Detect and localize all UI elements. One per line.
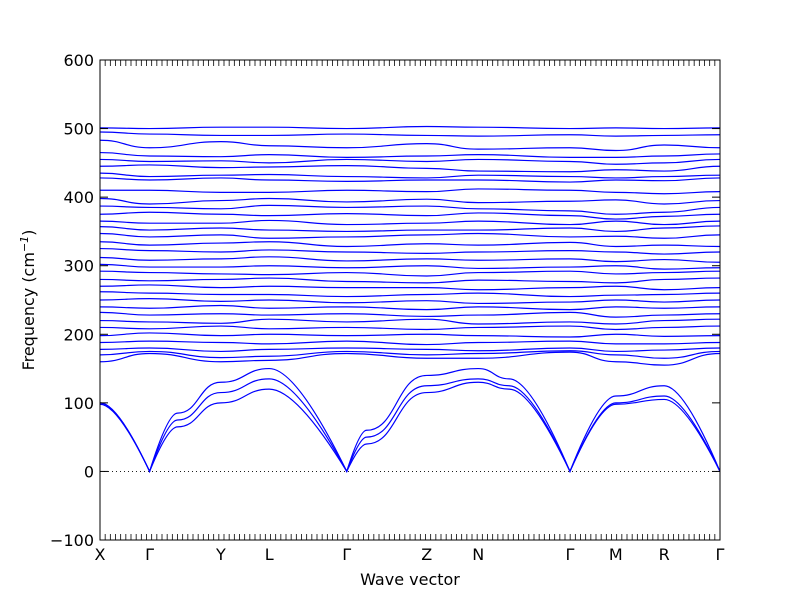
y-tick-label: 200: [63, 325, 94, 344]
phonon-band-line: [99, 232, 721, 239]
x-tick-label: M: [609, 545, 623, 564]
phonon-band-line: [99, 177, 721, 183]
acoustic-branch-line: [99, 367, 721, 474]
x-tick-label: L: [265, 545, 274, 564]
phonon-band-line: [99, 125, 721, 130]
y-axis-label: Frequency (cm−1): [18, 230, 38, 371]
x-tick-label: Y: [215, 545, 226, 564]
phonon-band-line: [99, 277, 721, 284]
phonon-band-line: [99, 318, 721, 325]
phonon-band-line: [99, 219, 721, 226]
phonon-band-line: [99, 225, 721, 233]
phonon-band-line: [99, 263, 721, 270]
plot-frame: [99, 59, 721, 541]
acoustic-branch-line: [99, 378, 721, 473]
phonon-band-line: [100, 188, 721, 195]
y-tick-label: 400: [63, 188, 94, 207]
phonon-band-line: [99, 151, 721, 158]
phonon-band-line: [99, 350, 721, 359]
phonon-band-line: [99, 241, 721, 248]
y-tick-label: 300: [63, 257, 94, 276]
phonon-band-line: [99, 351, 721, 366]
phonon-band-line: [99, 204, 721, 215]
phonon-band-line: [99, 304, 721, 311]
x-tick-label: R: [659, 545, 670, 564]
phonon-band-line: [99, 139, 721, 152]
phonon-band-line: [99, 284, 721, 291]
phonon-band-line: [99, 131, 721, 137]
phonon-band-line: [99, 340, 721, 346]
phonon-band-line: [99, 256, 721, 263]
phonon-band-line: [99, 298, 721, 305]
x-tick-label: Γ: [342, 545, 351, 564]
x-axis-label: Wave vector: [360, 570, 460, 589]
phonon-band-line: [99, 164, 721, 173]
y-tick-label: 500: [63, 120, 94, 139]
acoustic-branch-line: [99, 381, 721, 473]
y-tick-group: −100 0 100 200 300 400 500 600: [50, 51, 720, 550]
x-tick-label: Γ: [716, 545, 725, 564]
y-tick-label: 600: [63, 51, 94, 70]
y-tick-label: 100: [63, 394, 94, 413]
phonon-band-line: [99, 197, 721, 205]
x-tick-label: N: [472, 545, 484, 564]
phonon-band-line: [99, 347, 721, 353]
phonon-band-line: [99, 211, 721, 220]
phonon-band-line: [99, 270, 721, 277]
phonon-band-line: [99, 158, 721, 165]
y-tick-label: −100: [50, 531, 94, 550]
x-tick-label: Γ: [145, 545, 154, 564]
plot-clip-group: [99, 125, 721, 474]
phonon-band-line: [99, 332, 721, 338]
phonon-band-line: [99, 311, 721, 318]
y-tick-label: 0: [84, 462, 94, 481]
phonon-band-line: [99, 325, 721, 331]
x-tick-label: Γ: [565, 545, 574, 564]
x-tick-label: X: [95, 545, 106, 564]
y-axis-label-unit-sup: −1: [18, 236, 31, 252]
phonon-band-line: [99, 247, 721, 255]
phonon-band-line: [99, 172, 721, 179]
phonon-band-line: [99, 291, 721, 298]
x-tick-label: Z: [421, 545, 432, 564]
